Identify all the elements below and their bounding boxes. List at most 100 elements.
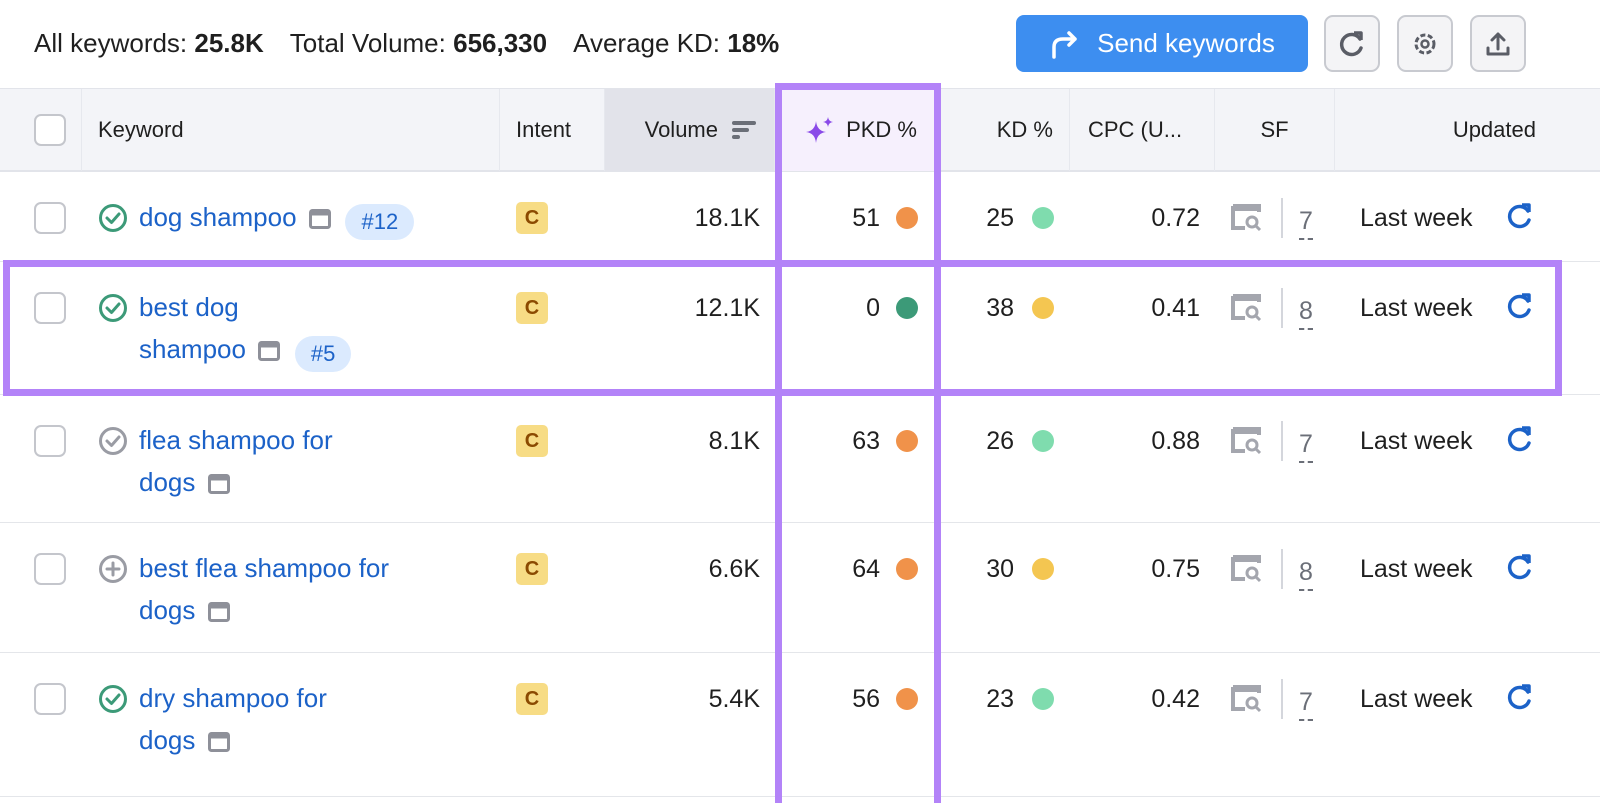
kd-difficulty-dot <box>1032 688 1054 710</box>
updated-value: Last week <box>1360 427 1473 455</box>
select-all-checkbox[interactable] <box>34 114 66 146</box>
divider <box>1281 288 1283 328</box>
row-checkbox[interactable] <box>34 683 66 715</box>
kd-difficulty-dot <box>1032 430 1054 452</box>
serp-features-icon <box>1231 685 1265 718</box>
sf-count-link[interactable]: 7 <box>1299 685 1313 721</box>
keyword-link-cont[interactable]: dogs <box>139 595 196 625</box>
kd-difficulty-dot <box>1032 558 1054 580</box>
keyword-link[interactable]: flea shampoo for <box>139 425 333 455</box>
cpc-value: 0.75 <box>1151 555 1200 583</box>
keyword-link-cont[interactable]: shampoo <box>139 334 246 364</box>
updated-value: Last week <box>1360 204 1473 232</box>
kd-value: 30 <box>986 555 1014 583</box>
column-sf[interactable]: SF <box>1215 89 1335 171</box>
keyword-cell: best flea shampoo for dogs <box>139 547 499 631</box>
export-button[interactable] <box>1470 15 1526 72</box>
volume-value: 12.1K <box>694 294 760 322</box>
cpc-value: 0.88 <box>1151 427 1200 455</box>
divider <box>1281 679 1283 719</box>
pkd-value: 64 <box>852 555 880 583</box>
column-cpc[interactable]: CPC (U... <box>1070 89 1215 171</box>
intent-badge: C <box>516 202 548 234</box>
update-refresh-icon[interactable] <box>1506 292 1534 325</box>
column-volume-label: Volume <box>644 117 718 142</box>
pkd-value: 56 <box>852 685 880 713</box>
sf-count-link[interactable]: 8 <box>1299 294 1313 330</box>
update-refresh-icon[interactable] <box>1506 425 1534 458</box>
update-refresh-icon[interactable] <box>1506 683 1534 716</box>
average-kd-stat: Average KD: 18% <box>573 28 780 58</box>
check-circle-icon <box>98 203 128 238</box>
sparkle-icon <box>806 117 834 143</box>
summary-stats: All keywords: 25.8K Total Volume: 656,33… <box>34 28 779 59</box>
table-header: Keyword Intent Volume PKD % KD % CPC (U.… <box>0 88 1600 172</box>
kd-difficulty-dot <box>1032 207 1054 229</box>
check-circle-icon <box>98 684 128 719</box>
pkd-value: 63 <box>852 427 880 455</box>
send-keywords-button[interactable]: Send keywords <box>1016 15 1308 72</box>
serp-preview-icon[interactable] <box>207 732 230 757</box>
intent-badge: C <box>516 553 548 585</box>
row-highlight <box>3 260 1562 396</box>
column-intent[interactable]: Intent <box>500 89 605 171</box>
kd-value: 38 <box>986 294 1014 322</box>
keyword-cell: dog shampoo #12 <box>139 196 499 240</box>
column-kd[interactable]: KD % <box>940 89 1070 171</box>
pkd-difficulty-dot <box>896 297 918 319</box>
updated-value: Last week <box>1360 685 1473 713</box>
intent-badge: C <box>516 292 548 324</box>
pkd-column-highlight <box>775 83 941 803</box>
volume-value: 8.1K <box>708 427 760 455</box>
keyword-link[interactable]: best flea shampoo for <box>139 553 390 583</box>
cpc-value: 0.42 <box>1151 685 1200 713</box>
update-refresh-icon[interactable] <box>1506 553 1534 586</box>
keyword-link[interactable]: best dog <box>139 292 239 322</box>
serp-preview-icon[interactable] <box>207 474 230 499</box>
check-circle-icon <box>98 426 128 461</box>
pkd-difficulty-dot <box>896 558 918 580</box>
row-checkbox[interactable] <box>34 292 66 324</box>
keyword-link[interactable]: dry shampoo for <box>139 683 327 713</box>
sf-count-link[interactable]: 8 <box>1299 555 1313 591</box>
kd-value: 26 <box>986 427 1014 455</box>
serp-features-icon <box>1231 555 1265 588</box>
total-volume-stat: Total Volume: 656,330 <box>289 28 548 58</box>
keyword-link-cont[interactable]: dogs <box>139 725 196 755</box>
column-keyword[interactable]: Keyword <box>82 89 500 171</box>
settings-button[interactable] <box>1397 15 1453 72</box>
column-pkd-label: PKD % <box>846 117 917 142</box>
table-row: best flea shampoo for dogs C 6.6K 64 30 0… <box>0 523 1600 653</box>
column-volume[interactable]: Volume <box>605 89 775 171</box>
keyword-link[interactable]: dog shampoo <box>139 202 297 232</box>
refresh-button[interactable] <box>1324 15 1380 72</box>
send-keywords-label: Send keywords <box>1097 28 1275 58</box>
intent-badge: C <box>516 683 548 715</box>
volume-value: 18.1K <box>694 204 760 232</box>
pkd-value: 51 <box>852 204 880 232</box>
keyword-cell: dry shampoo for dogs <box>139 677 499 761</box>
serp-preview-icon[interactable] <box>309 209 332 234</box>
kd-value: 23 <box>986 685 1014 713</box>
serp-preview-icon[interactable] <box>207 602 230 627</box>
kd-value: 25 <box>986 204 1014 232</box>
pkd-difficulty-dot <box>896 430 918 452</box>
keyword-link-cont[interactable]: dogs <box>139 467 196 497</box>
check-circle-icon <box>98 293 128 328</box>
row-checkbox[interactable] <box>34 202 66 234</box>
rank-badge: #5 <box>294 335 352 372</box>
column-updated[interactable]: Updated <box>1452 117 1536 142</box>
sf-count-link[interactable]: 7 <box>1299 427 1313 463</box>
cpc-value: 0.72 <box>1151 204 1200 232</box>
keyword-cell: flea shampoo for dogs <box>139 419 499 503</box>
volume-value: 5.4K <box>708 685 760 713</box>
row-checkbox[interactable] <box>34 553 66 585</box>
serp-preview-icon[interactable] <box>258 341 281 366</box>
pkd-difficulty-dot <box>896 688 918 710</box>
sf-count-link[interactable]: 7 <box>1299 204 1313 240</box>
volume-value: 6.6K <box>708 555 760 583</box>
column-pkd[interactable]: PKD % <box>775 89 940 171</box>
cpc-value: 0.41 <box>1151 294 1200 322</box>
update-refresh-icon[interactable] <box>1506 202 1534 235</box>
row-checkbox[interactable] <box>34 425 66 457</box>
